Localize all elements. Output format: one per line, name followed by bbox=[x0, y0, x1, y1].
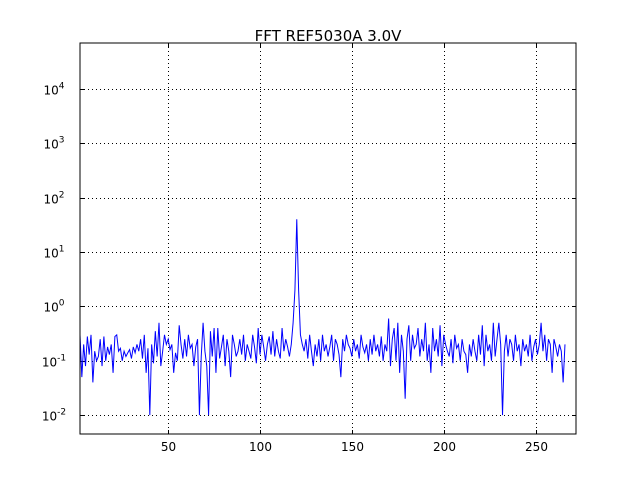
y-tick-label-base: 10 bbox=[42, 410, 57, 424]
y-tick-label-exponent: 3 bbox=[59, 136, 65, 146]
x-tick-label: 200 bbox=[433, 440, 456, 454]
series-layer bbox=[79, 219, 566, 416]
y-tick-label: 100 bbox=[43, 299, 64, 315]
y-tick-label-base: 10 bbox=[43, 138, 58, 152]
fft-series-line bbox=[79, 219, 566, 416]
y-tick-label-base: 10 bbox=[43, 193, 58, 207]
y-tick-label-exponent: -1 bbox=[57, 354, 66, 364]
y-tick-label-base: 10 bbox=[43, 247, 58, 261]
axis-ticks bbox=[80, 43, 576, 434]
x-tick-label: 50 bbox=[161, 440, 176, 454]
x-tick-label: 250 bbox=[525, 440, 548, 454]
y-tick-label: 10-2 bbox=[42, 408, 66, 424]
chart-title: FFT REF5030A 3.0V bbox=[255, 27, 403, 45]
plot-area bbox=[80, 43, 576, 434]
x-tick-label: 150 bbox=[341, 440, 364, 454]
y-tick-label: 101 bbox=[43, 245, 64, 261]
y-tick-label: 103 bbox=[43, 136, 64, 152]
y-tick-label: 104 bbox=[43, 82, 64, 98]
y-tick-label-base: 10 bbox=[43, 301, 58, 315]
y-tick-label: 10-1 bbox=[42, 354, 66, 370]
y-tick-label: 102 bbox=[43, 191, 64, 207]
y-tick-label-exponent: 1 bbox=[59, 245, 65, 255]
y-tick-label-exponent: -2 bbox=[57, 408, 66, 418]
x-tick-labels: 50 100 150 200 250 bbox=[161, 440, 548, 454]
y-tick-label-exponent: 0 bbox=[59, 299, 65, 309]
y-tick-label-exponent: 4 bbox=[59, 82, 65, 92]
y-tick-label-exponent: 2 bbox=[59, 191, 65, 201]
y-tick-label-base: 10 bbox=[42, 356, 57, 370]
x-tick-label: 100 bbox=[249, 440, 272, 454]
plot-frame bbox=[79, 42, 577, 435]
grid-lines bbox=[80, 43, 576, 434]
y-tick-label-base: 10 bbox=[43, 84, 58, 98]
